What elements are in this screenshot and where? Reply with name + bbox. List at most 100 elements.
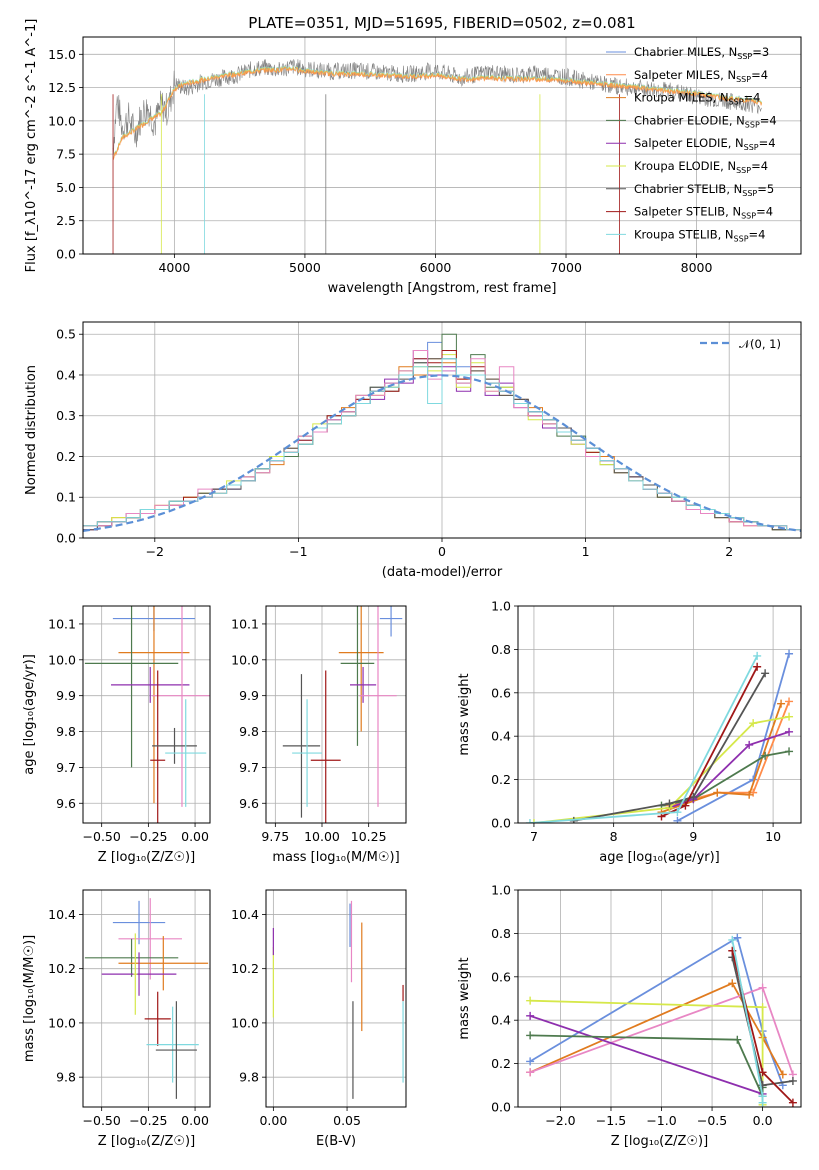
age-vs-mass-xlabel: mass [log₁₀(M/M☉)]: [272, 850, 399, 865]
y-tick-label: 9.9: [239, 688, 259, 703]
spectrum-xlabel: wavelength [Angstrom, rest frame]: [328, 281, 557, 296]
x-tick-label: 9.75: [261, 829, 289, 844]
weight-point-marker: [526, 996, 535, 1005]
normal-distribution-curve: [83, 374, 801, 532]
y-tick-label: 0.4: [56, 367, 76, 382]
legend-item-label: 𝒩(0, 1): [739, 337, 781, 351]
error-bar-point: [133, 933, 138, 1015]
weight-vs-z-xlabel: Z [log₁₀(Z/Z☉)]: [611, 1134, 708, 1149]
weight-point-marker: [526, 1057, 535, 1066]
model-spectrum-line: [112, 66, 762, 160]
mass-vs-ebv-frame: [265, 889, 407, 1108]
weight-point-marker: [788, 1076, 797, 1085]
y-tick-label: 5.0: [56, 180, 76, 195]
y-tick-label: 10.0: [48, 1015, 76, 1030]
weight-point-marker: [745, 790, 754, 799]
weight-vs-age-xlabel: age [log₁₀(age/yr)]: [599, 850, 720, 865]
age-vs-z-grid: [83, 606, 210, 823]
weight-point-marker: [758, 1068, 767, 1077]
error-bar-point: [155, 1001, 197, 1099]
panel-mass-vs-z: −0.50 −0.25 0.00 9.8 10.0 10.2 10.4 Z [log₁₀(Z/…: [22, 889, 211, 1149]
weight-point-marker: [758, 1003, 767, 1012]
weight-vs-age-frame: [517, 605, 802, 824]
x-tick-label: −1.0: [646, 1113, 676, 1128]
weight-series-line: [530, 999, 764, 1105]
weight-point-marker: [753, 651, 762, 660]
x-tick-label: 0.00: [259, 1113, 287, 1128]
panel-age-vs-mass: 9.75 10.00 10.25 9.6 9.7 9.8 9.9 10.0 10.1 mass […: [231, 605, 407, 865]
weight-vs-z-frame: [517, 889, 802, 1108]
y-tick-label: 0.3: [56, 408, 76, 423]
y-tick-label: 0.0: [491, 816, 511, 831]
y-tick-label: 0.8: [491, 642, 511, 657]
weight-point-marker: [785, 727, 794, 736]
x-tick-label: 5000: [289, 260, 321, 275]
weight-point-marker: [713, 788, 722, 797]
error-bar-point: [165, 699, 207, 807]
error-bar-point: [152, 727, 197, 764]
y-tick-label: 9.8: [56, 724, 76, 739]
y-tick-label: 9.8: [239, 1070, 259, 1085]
error-bar-point: [150, 670, 166, 823]
y-tick-label: 1.0: [491, 599, 511, 614]
panel-age-vs-z: −0.50 −0.25 0.00 9.6 9.7 9.8 9.9 10.0 10.1 Z [log…: [22, 605, 211, 865]
mass-vs-ebv-grid: [266, 890, 406, 1107]
panel-weight-vs-z: −2.0 −1.5 −1.0 −0.5 0.0 0.0 0.2 0.4 0.6 0.8 1.0 Z […: [457, 883, 802, 1149]
panel-weight-vs-age: 7 8 9 10 0.0 0.2 0.4 0.6 0.8 1.0 age [log₁₀(age/yr…: [457, 599, 802, 865]
y-tick-label: 0.6: [491, 685, 511, 700]
x-tick-label: 7: [530, 829, 538, 844]
y-tick-label: 10.0: [48, 113, 76, 128]
y-tick-label: 9.8: [56, 1070, 76, 1085]
weight-vs-z-ylabel: mass weight: [457, 957, 472, 1039]
weight-series-line: [661, 703, 782, 813]
error-bar-point: [112, 900, 166, 945]
y-tick-label: 12.5: [48, 80, 76, 95]
y-tick-label: 0.4: [491, 729, 511, 744]
weight-point-marker: [761, 751, 770, 760]
weight-point-marker: [758, 983, 767, 992]
age-vs-mass-frame: [265, 605, 407, 824]
error-bar-point: [379, 606, 403, 637]
x-tick-label: −2.0: [545, 1113, 575, 1128]
x-tick-label: 2: [725, 544, 733, 559]
y-tick-label: 0.2: [56, 449, 76, 464]
error-bar-point: [282, 674, 321, 818]
weight-series-line: [669, 731, 790, 809]
spectrum-frame: [82, 36, 802, 255]
x-tick-label: 1: [582, 544, 590, 559]
y-tick-label: 0.0: [56, 247, 76, 262]
legend-item-label: Kroupa STELIB, NSSP=4: [634, 227, 765, 243]
weight-point-marker: [758, 1098, 767, 1107]
error-bar-point: [118, 936, 209, 991]
mass-vs-z-grid: [83, 890, 210, 1107]
y-tick-label: 9.7: [239, 760, 259, 775]
y-tick-label: 10.4: [231, 907, 259, 922]
weight-vs-age-plot-area: [525, 649, 794, 823]
weight-point-marker: [745, 740, 754, 749]
y-tick-label: 9.7: [56, 760, 76, 775]
legend-item-label: Kroupa MILES, NSSP=4: [634, 91, 760, 107]
weight-point-marker: [681, 801, 690, 810]
weight-series-line: [529, 1015, 764, 1096]
legend-item-label: Salpeter MILES, NSSP=4: [634, 68, 768, 84]
y-tick-label: 10.0: [231, 652, 259, 667]
error-bar-point: [340, 606, 375, 746]
error-bar-point: [152, 606, 210, 807]
y-tick-label: 10.4: [48, 907, 76, 922]
x-tick-label: −0.25: [129, 1113, 167, 1128]
weight-series-line: [573, 672, 766, 822]
weight-vs-age-ylabel: mass weight: [457, 673, 472, 755]
y-tick-label: 1.0: [491, 883, 511, 898]
weight-point-marker: [785, 649, 794, 658]
weight-series-line: [731, 939, 764, 1103]
age-vs-mass-plot-area: [282, 606, 403, 823]
y-tick-label: 10.2: [231, 961, 259, 976]
error-bar-point: [338, 606, 384, 732]
error-bar-point: [359, 606, 397, 807]
mass-vs-z-frame: [82, 889, 211, 1108]
error-bar-point: [350, 666, 377, 703]
panel-spectrum: 4000 5000 6000 7000 8000 0.0 2.5 5.0 7.5 10.0 12.5…: [24, 14, 802, 296]
y-tick-label: 0.0: [491, 1100, 511, 1115]
age-vs-z-ylabel: age [log₁₀(age/yr)]: [22, 654, 37, 775]
x-tick-label: 10: [765, 829, 781, 844]
